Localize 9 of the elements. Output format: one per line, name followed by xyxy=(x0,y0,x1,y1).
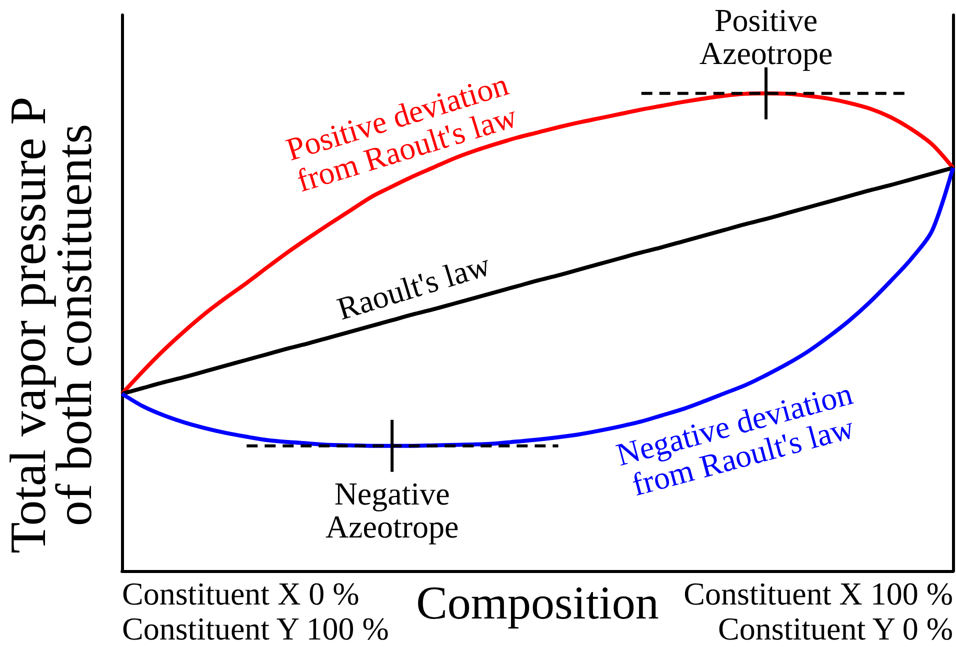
annotation: Positive Azeotrope xyxy=(699,2,833,71)
y-axis-title: Total vapor pressure P of both constituents xyxy=(1,96,103,554)
text: Positive deviation from Raoult's law xyxy=(282,66,521,199)
annotation: Negative Azeotrope xyxy=(325,475,459,544)
text: Constituent X 100 % Constituent Y 0 % xyxy=(684,576,953,646)
text: Raoult's law xyxy=(333,247,494,327)
text: Constituent X 0 % Constituent Y 100 % xyxy=(122,576,389,646)
text: Negative deviation from Raoult's law xyxy=(612,375,858,503)
x-axis-title: Composition xyxy=(416,578,659,630)
